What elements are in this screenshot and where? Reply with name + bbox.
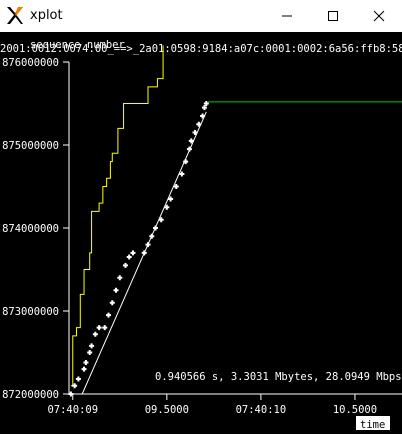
x-axis-label-box: time (356, 416, 390, 431)
white-data-point (130, 250, 136, 256)
minimize-icon (282, 15, 292, 17)
white-data-point (96, 325, 102, 331)
close-button[interactable] (356, 0, 402, 32)
white-data-point (179, 171, 185, 177)
plot-header-text: 2001:0012:0074:00_==>_2a01:0598:9184:a07… (0, 43, 402, 55)
white-data-point (92, 331, 98, 337)
white-data-point (102, 325, 108, 331)
x-axis-label: time (360, 419, 385, 431)
white-data-point (68, 391, 74, 397)
white-data-point (109, 300, 115, 306)
maximize-icon (328, 11, 338, 21)
white-data-point (122, 262, 128, 268)
white-data-point (158, 217, 164, 223)
y-axis-label: sequence number (30, 39, 125, 51)
white-data-point (89, 343, 95, 349)
white-data-point (117, 275, 123, 281)
y-tick-label: 875000000 (2, 140, 59, 152)
white-data-point (83, 359, 89, 365)
x-tick-label: 07:40:09 (47, 404, 98, 416)
x-tick-label: 10.5000 (333, 404, 377, 416)
y-tick-label: 873000000 (2, 306, 59, 318)
yellow-series-line (70, 45, 164, 387)
white-data-point (113, 287, 119, 293)
tcp-sequence-plot[interactable]: 872000000 873000000 874000000 875000000 8760… (0, 32, 402, 434)
title-bar[interactable]: xplot (0, 0, 402, 32)
xplot-x-icon (7, 7, 23, 24)
white-data-point (201, 105, 207, 111)
minimize-button[interactable] (264, 0, 310, 32)
x-axis-label-svg: time (360, 419, 385, 431)
plot-canvas[interactable]: 872000000 873000000 874000000 875000000 8760… (0, 32, 402, 434)
white-data-point (126, 254, 132, 260)
y-tick-label: 876000000 (2, 57, 59, 69)
close-icon (373, 10, 385, 22)
white-data-point (188, 138, 194, 144)
x-tick-label: 07:40:10 (236, 404, 287, 416)
window-line (81, 111, 207, 395)
y-tick-label: 874000000 (2, 223, 59, 235)
white-data-point (87, 350, 93, 355)
white-data-point (81, 366, 87, 372)
white-data-point (168, 196, 174, 202)
white-data-point (106, 312, 112, 318)
status-readout: 0.940566 s, 3.3031 Mbytes, 28.0949 Mbps (155, 371, 402, 383)
white-data-point (75, 376, 81, 382)
white-data-point (164, 204, 170, 210)
x-tick-label: 09.5000 (145, 404, 189, 416)
white-data-point (72, 383, 78, 389)
window-title: xplot (30, 8, 63, 23)
white-data-point (173, 184, 179, 189)
white-data-point (203, 101, 209, 106)
maximize-button[interactable] (310, 0, 356, 32)
y-tick-label: 872000000 (2, 389, 59, 401)
